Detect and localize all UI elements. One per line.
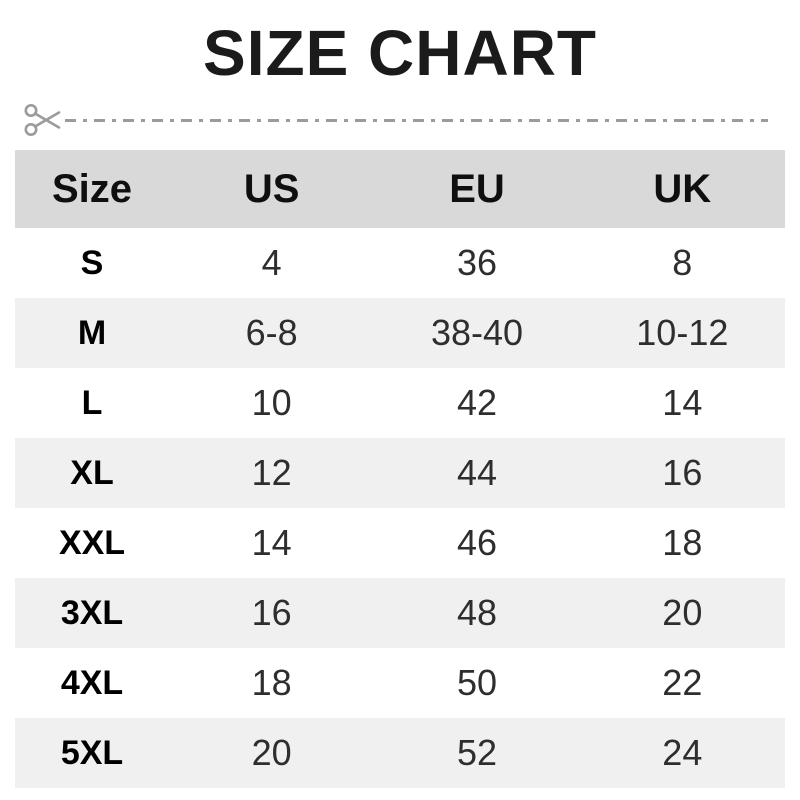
cell-size: M [77,313,107,352]
cell-us: 20 [251,732,292,773]
cell-us: 6-8 [245,312,298,353]
cell-size: S [80,243,104,282]
cell-uk: 8 [672,242,693,283]
header-eu: EU [449,166,505,211]
cell-us: 16 [251,592,292,633]
page-title: SIZE CHART [203,17,597,89]
cell-eu: 36 [456,242,498,283]
cell-eu: 44 [456,452,498,493]
table-row: 4XL 18 50 22 [15,648,785,718]
cell-size: 4XL [60,663,124,702]
cell-uk: 20 [662,592,703,633]
size-chart-table: Size US EU UK S 4 36 8 M 6-8 38-40 10-12… [15,150,785,788]
table-row: L 10 42 14 [15,368,785,438]
cell-size: L [81,383,103,422]
cell-us: 12 [251,452,292,493]
table-row: 3XL 16 48 20 [15,578,785,648]
table-row: XXL 14 46 18 [15,508,785,578]
cell-us: 10 [251,382,292,423]
table-row: XL 12 44 16 [15,438,785,508]
cell-us: 14 [251,522,292,563]
cell-uk: 14 [662,382,703,423]
header-us: US [243,166,300,211]
cell-uk: 10-12 [636,312,729,353]
table-row: M 6-8 38-40 10-12 [15,298,785,368]
header-size: Size [51,166,133,211]
cell-us: 18 [251,662,292,703]
table-header-row: Size US EU UK [15,150,785,228]
cell-size: XXL [58,523,126,562]
cell-size: 3XL [60,593,124,632]
cell-uk: 16 [662,452,703,493]
cell-eu: 38-40 [430,312,524,353]
cut-line [24,102,768,138]
cell-uk: 18 [662,522,703,563]
table-row: 5XL 20 52 24 [15,718,785,788]
cell-eu: 50 [456,662,498,703]
cell-eu: 52 [456,732,498,773]
cell-eu: 46 [456,522,498,563]
cell-us: 4 [261,242,282,283]
header-uk: UK [653,166,712,211]
cell-size: 5XL [60,733,124,772]
cell-eu: 48 [456,592,498,633]
dashed-cut-line [65,118,768,122]
cell-uk: 22 [662,662,703,703]
scissors-icon [24,104,61,136]
cell-uk: 24 [662,732,703,773]
cell-eu: 42 [456,382,498,423]
cell-size: XL [70,453,114,492]
table-row: S 4 36 8 [15,228,785,298]
